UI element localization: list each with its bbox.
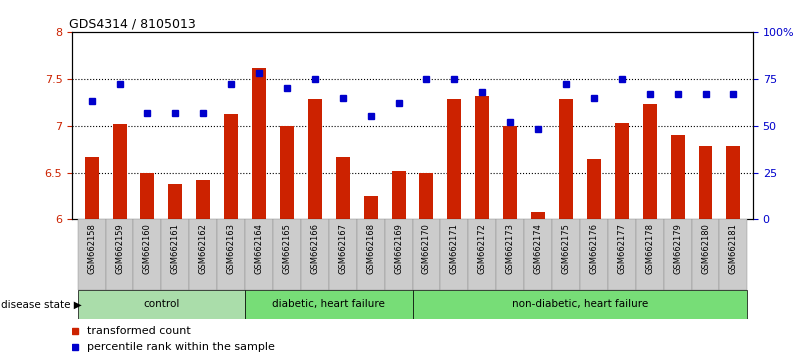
Text: GSM662181: GSM662181 — [729, 223, 738, 274]
Text: transformed count: transformed count — [87, 326, 191, 336]
Text: GSM662168: GSM662168 — [366, 223, 375, 274]
Bar — [189, 219, 217, 290]
Text: GSM662159: GSM662159 — [115, 223, 124, 274]
Text: GSM662172: GSM662172 — [477, 223, 487, 274]
Text: GSM662165: GSM662165 — [283, 223, 292, 274]
Bar — [531, 212, 545, 219]
Bar — [336, 156, 350, 219]
Bar — [280, 126, 294, 219]
Bar — [134, 219, 161, 290]
Bar — [161, 219, 189, 290]
Bar — [608, 219, 636, 290]
Bar — [475, 96, 489, 219]
Bar — [448, 99, 461, 219]
Bar — [469, 219, 497, 290]
Bar — [552, 219, 580, 290]
Text: disease state ▶: disease state ▶ — [1, 299, 82, 309]
Bar — [691, 219, 719, 290]
Bar — [356, 219, 384, 290]
Bar — [587, 159, 601, 219]
Bar — [106, 219, 134, 290]
Bar — [580, 219, 608, 290]
Text: GSM662169: GSM662169 — [394, 223, 403, 274]
Bar — [140, 173, 155, 219]
Text: GDS4314 / 8105013: GDS4314 / 8105013 — [69, 18, 195, 31]
Text: GSM662164: GSM662164 — [255, 223, 264, 274]
Text: GSM662180: GSM662180 — [701, 223, 710, 274]
Text: GSM662173: GSM662173 — [505, 223, 515, 274]
Bar — [273, 219, 301, 290]
Text: GSM662178: GSM662178 — [645, 223, 654, 274]
Bar — [524, 219, 552, 290]
Bar — [384, 219, 413, 290]
Text: GSM662158: GSM662158 — [87, 223, 96, 274]
Bar — [441, 219, 469, 290]
Text: GSM662160: GSM662160 — [143, 223, 152, 274]
Bar — [559, 99, 573, 219]
Bar — [245, 219, 273, 290]
Text: GSM662161: GSM662161 — [171, 223, 180, 274]
Bar — [245, 290, 413, 319]
Bar — [636, 219, 664, 290]
Text: GSM662174: GSM662174 — [533, 223, 542, 274]
Text: GSM662175: GSM662175 — [562, 223, 570, 274]
Text: control: control — [143, 299, 179, 309]
Text: GSM662163: GSM662163 — [227, 223, 235, 274]
Text: GSM662162: GSM662162 — [199, 223, 207, 274]
Bar — [392, 171, 405, 219]
Text: GSM662167: GSM662167 — [338, 223, 348, 274]
Text: percentile rank within the sample: percentile rank within the sample — [87, 342, 275, 352]
Bar — [642, 104, 657, 219]
Bar — [364, 196, 377, 219]
Bar — [413, 290, 747, 319]
Bar — [113, 124, 127, 219]
Text: GSM662166: GSM662166 — [310, 223, 320, 274]
Bar — [413, 219, 441, 290]
Text: GSM662170: GSM662170 — [422, 223, 431, 274]
Bar — [308, 99, 322, 219]
Text: GSM662179: GSM662179 — [673, 223, 682, 274]
Bar — [503, 126, 517, 219]
Bar — [670, 135, 685, 219]
Text: non-diabetic, heart failure: non-diabetic, heart failure — [512, 299, 648, 309]
Text: GSM662176: GSM662176 — [590, 223, 598, 274]
Bar — [301, 219, 328, 290]
Bar — [196, 180, 210, 219]
Bar — [719, 219, 747, 290]
Bar — [497, 219, 524, 290]
Bar — [168, 184, 183, 219]
Bar — [252, 68, 266, 219]
Bar — [224, 114, 238, 219]
Bar — [615, 123, 629, 219]
Bar — [420, 173, 433, 219]
Bar — [217, 219, 245, 290]
Bar — [698, 146, 712, 219]
Bar — [664, 219, 691, 290]
Text: diabetic, heart failure: diabetic, heart failure — [272, 299, 385, 309]
Bar — [78, 290, 245, 319]
Bar — [85, 156, 99, 219]
Text: GSM662171: GSM662171 — [450, 223, 459, 274]
Bar — [328, 219, 356, 290]
Text: GSM662177: GSM662177 — [618, 223, 626, 274]
Bar — [78, 219, 106, 290]
Bar — [727, 146, 740, 219]
